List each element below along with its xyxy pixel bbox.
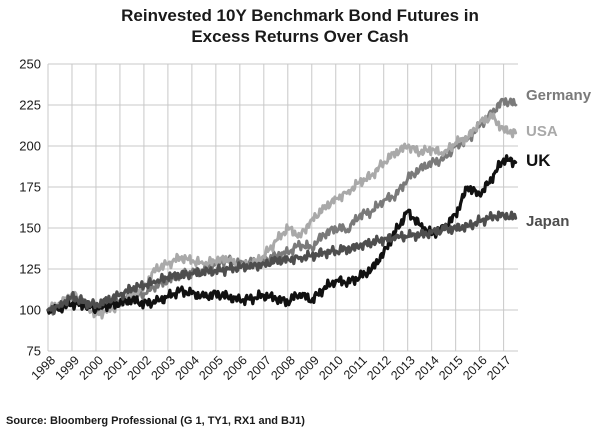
- x-tick-label: 2013: [388, 353, 418, 383]
- x-tick-label: 2014: [412, 353, 442, 383]
- y-tick-label: 175: [19, 180, 41, 195]
- chart-title-line-1: Reinvested 10Y Benchmark Bond Futures in: [121, 6, 479, 25]
- grid-layer: [47, 63, 518, 352]
- y-tick-label: 225: [19, 98, 41, 113]
- x-tick-label: 2016: [460, 353, 490, 383]
- x-axis: 1998199920002001200220032004200520062007…: [29, 353, 514, 383]
- y-axis: 75 100 125 150 175 200 225 250: [19, 57, 41, 359]
- series-layer: [46, 97, 518, 320]
- x-tick-label: 2007: [244, 353, 274, 383]
- series-line-germany: [46, 97, 518, 316]
- legend: Germany USA UK Japan: [526, 87, 592, 230]
- y-tick-label: 125: [19, 262, 41, 277]
- y-tick-label: 200: [19, 139, 41, 154]
- legend-label-germany: Germany: [526, 87, 592, 104]
- x-tick-label: 2006: [220, 353, 250, 383]
- x-tick-label: 2002: [124, 353, 154, 383]
- legend-label-japan: Japan: [526, 213, 569, 230]
- y-tick-label: 75: [27, 344, 41, 359]
- x-tick-label: 2017: [484, 353, 514, 383]
- legend-label-usa: USA: [526, 123, 558, 140]
- x-tick-label: 2005: [196, 353, 226, 383]
- x-tick-label: 2009: [292, 353, 322, 383]
- x-tick-label: 2012: [364, 353, 394, 383]
- y-tick-label: 250: [19, 57, 41, 72]
- x-tick-label: 2010: [316, 353, 346, 383]
- x-tick-label: 2001: [100, 353, 130, 383]
- legend-label-uk: UK: [526, 151, 551, 170]
- y-tick-label: 150: [19, 221, 41, 236]
- x-tick-label: 2003: [148, 353, 178, 383]
- x-tick-label: 2008: [268, 353, 298, 383]
- x-tick-label: 1999: [53, 353, 83, 383]
- chart-title-line-2: Excess Returns Over Cash: [191, 27, 408, 46]
- y-tick-label: 100: [19, 303, 41, 318]
- source-note: Source: Bloomberg Professional (G 1, TY1…: [6, 415, 305, 427]
- x-tick-label: 2004: [172, 353, 202, 383]
- series-line-usa: [46, 112, 518, 320]
- x-tick-label: 2000: [77, 353, 107, 383]
- x-tick-label: 2015: [436, 353, 466, 383]
- series-line-japan: [46, 210, 518, 315]
- x-tick-label: 2011: [341, 353, 370, 382]
